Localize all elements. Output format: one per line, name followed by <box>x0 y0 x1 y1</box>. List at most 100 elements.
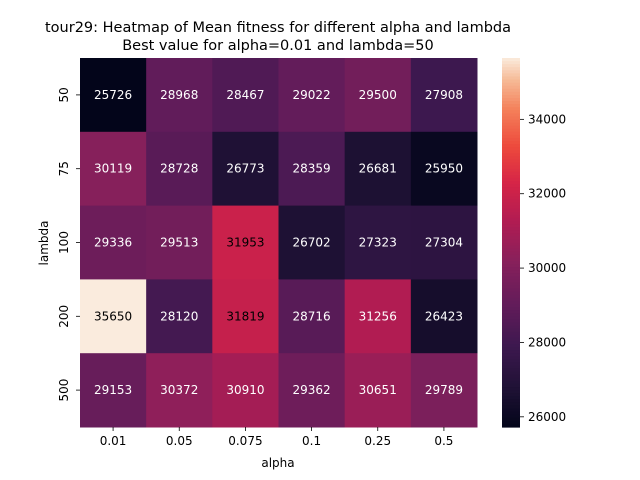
colorbar-segment <box>502 248 520 253</box>
cell-value-label: 28359 <box>292 162 330 176</box>
cell-value-label: 29022 <box>292 88 330 102</box>
colorbar-segment <box>502 264 520 268</box>
colorbar-segment <box>502 205 520 210</box>
heatmap-cell <box>410 58 478 133</box>
y-tick-label: 500 <box>57 379 71 402</box>
colorbar-segment <box>502 276 520 280</box>
heatmap-cell <box>278 131 346 207</box>
colorbar-segment <box>502 202 520 207</box>
colorbar-segment <box>502 150 520 154</box>
colorbar-segment <box>502 220 520 225</box>
cell-value-label: 28968 <box>160 88 198 102</box>
colorbar-segment <box>502 181 520 185</box>
heatmap-cell <box>146 58 213 133</box>
colorbar-segment <box>502 208 520 213</box>
colorbar-segment <box>502 417 520 422</box>
colorbar-segment <box>502 190 520 194</box>
x-tick-label: 0.5 <box>434 434 453 448</box>
y-tick-label: 75 <box>57 161 71 176</box>
y-axis-label: lambda <box>37 221 51 266</box>
colorbar-segment <box>502 328 520 333</box>
cell-value-label: 26773 <box>226 162 264 176</box>
colorbar-segment <box>502 285 520 290</box>
x-tick-label: 0.05 <box>166 434 193 448</box>
colorbar-segment <box>502 297 520 302</box>
colorbar-segment <box>502 273 520 277</box>
colorbar-segment <box>502 383 520 388</box>
colorbar-segment <box>502 101 520 105</box>
cell-value-label: 31256 <box>359 309 397 323</box>
cell-value-label: 31953 <box>226 236 264 250</box>
heatmap-cell <box>344 58 412 133</box>
colorbar-segment <box>502 294 520 299</box>
colorbar-segment <box>502 420 520 425</box>
colorbar-segment <box>502 88 520 93</box>
heatmap-cell <box>344 205 412 280</box>
colorbar-segment <box>502 362 520 367</box>
colorbar-segment <box>502 128 520 133</box>
y-axis: 50 75 100 200 500 <box>57 87 80 402</box>
chart-title: tour29: Heatmap of Mean fitness for diff… <box>45 20 511 36</box>
colorbar-segment <box>502 343 520 348</box>
colorbar-segment <box>502 168 520 173</box>
colorbar-segment <box>502 131 520 136</box>
colorbar-segment <box>502 350 520 354</box>
colorbar-segment <box>502 171 520 176</box>
colorbar-segment <box>502 199 520 204</box>
colorbar-segment <box>502 325 520 330</box>
colorbar-segment <box>502 267 520 271</box>
colorbar-segment <box>502 402 520 407</box>
colorbar-segment <box>502 251 520 256</box>
colorbar-segment <box>502 245 520 250</box>
colorbar-segment <box>502 331 520 336</box>
y-tick-label: 100 <box>57 231 71 254</box>
colorbar-segment <box>502 408 520 413</box>
colorbar-segment <box>502 254 520 259</box>
cell-value-label: 26681 <box>359 162 397 176</box>
cell-value-label: 29500 <box>359 88 397 102</box>
colorbar-segment <box>502 211 520 216</box>
x-tick-label: 0.1 <box>302 434 321 448</box>
x-tick-label: 0.075 <box>228 434 262 448</box>
colorbar-segment <box>502 67 520 71</box>
heatmap-cell <box>278 58 346 133</box>
colorbar-segment <box>502 187 520 191</box>
cell-value-label: 28728 <box>160 162 198 176</box>
colorbar-segment <box>502 134 520 139</box>
heatmap-cell <box>146 205 213 280</box>
colorbar-segment <box>502 322 520 327</box>
colorbar-segment <box>502 107 520 111</box>
colorbar-segment <box>502 270 520 274</box>
colorbar-segment <box>502 390 520 394</box>
colorbar-segment <box>502 144 520 148</box>
colorbar-segment <box>502 141 520 145</box>
colorbar-tick-label: 26000 <box>528 410 566 424</box>
heatmap-cell <box>80 58 147 133</box>
x-tick-label: 0.01 <box>100 434 127 448</box>
cell-value-label: 29336 <box>94 236 132 250</box>
colorbar-segment <box>502 147 520 151</box>
colorbar: 26000 28000 30000 32000 34000 <box>502 58 566 428</box>
colorbar-segment <box>502 70 520 74</box>
cell-value-label: 30910 <box>226 383 264 397</box>
heatmap-cell <box>146 353 213 428</box>
colorbar-segment <box>502 405 520 410</box>
x-axis-label: alpha <box>261 456 294 470</box>
chart-subtitle: Best value for alpha=0.01 and lambda=50 <box>122 38 434 54</box>
colorbar-segment <box>502 242 520 247</box>
colorbar-segment <box>502 282 520 287</box>
colorbar-segment <box>502 288 520 293</box>
heatmap-cell <box>212 279 279 354</box>
colorbar-segment <box>502 137 520 142</box>
cell-value-label: 29362 <box>292 383 330 397</box>
colorbar-segment <box>502 79 520 84</box>
colorbar-tick-label: 32000 <box>528 187 566 201</box>
cell-value-label: 29153 <box>94 383 132 397</box>
heatmap-cell <box>278 353 346 428</box>
cell-value-label: 30372 <box>160 383 198 397</box>
y-tick-label: 200 <box>57 305 71 328</box>
colorbar-tick-label: 34000 <box>528 112 566 126</box>
colorbar-segment <box>502 156 520 161</box>
colorbar-tick-label: 30000 <box>528 261 566 275</box>
